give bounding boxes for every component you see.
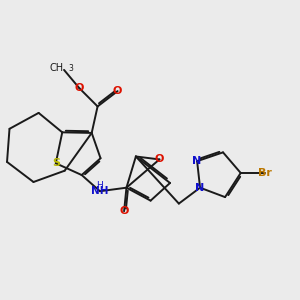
Text: O: O (155, 154, 164, 164)
Text: O: O (113, 86, 122, 96)
Text: CH: CH (50, 63, 64, 74)
Text: O: O (119, 206, 129, 216)
Text: NH: NH (91, 186, 109, 196)
Text: H: H (97, 182, 103, 190)
Text: Br: Br (259, 168, 272, 178)
Text: 3: 3 (68, 64, 73, 73)
Text: O: O (75, 83, 84, 93)
Text: N: N (195, 183, 205, 193)
Text: S: S (52, 158, 60, 168)
Text: N: N (193, 156, 202, 166)
